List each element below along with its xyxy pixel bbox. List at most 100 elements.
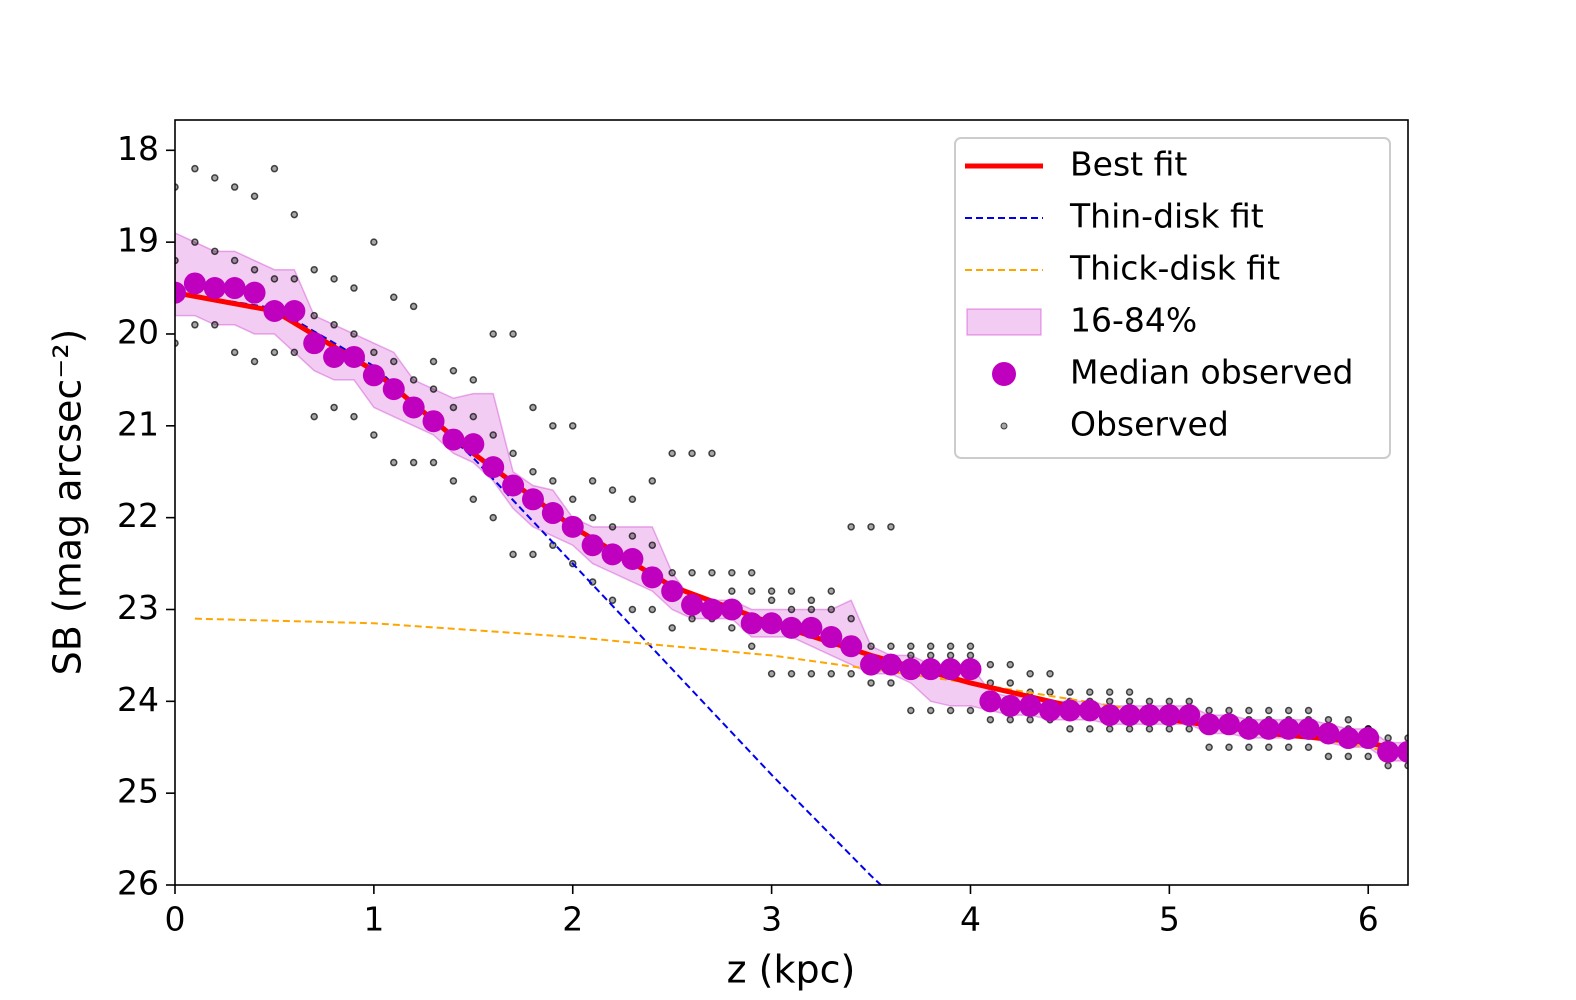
median-marker xyxy=(1178,704,1201,727)
observed-point xyxy=(230,256,239,265)
median-marker xyxy=(780,616,803,639)
median-marker xyxy=(342,345,365,368)
observed-point xyxy=(250,265,259,274)
observed-point xyxy=(728,624,736,632)
observed-point xyxy=(549,477,557,485)
observed-point xyxy=(1344,752,1353,761)
plot-area xyxy=(175,164,1408,885)
median-marker xyxy=(621,547,644,570)
observed-point xyxy=(1324,752,1333,761)
observed-point xyxy=(1205,743,1213,751)
observed-point xyxy=(370,348,378,357)
observed-point xyxy=(330,321,338,329)
observed-point xyxy=(986,660,995,669)
observed-point xyxy=(1125,688,1134,696)
observed-point xyxy=(767,670,776,678)
observed-point xyxy=(628,532,637,540)
observed-point xyxy=(310,311,318,320)
x-tick-label: 3 xyxy=(761,900,782,939)
observed-point xyxy=(708,569,716,577)
legend-label: Thin-disk fit xyxy=(1069,197,1264,236)
median-marker xyxy=(561,515,584,538)
median-marker xyxy=(1237,717,1260,740)
observed-point xyxy=(668,449,676,458)
observed-point xyxy=(290,210,299,219)
legend-label: Observed xyxy=(1070,405,1229,444)
observed-point xyxy=(827,587,836,595)
legend-label: Median observed xyxy=(1070,353,1354,392)
legend: Best fit Thin-disk fit Thick-disk fit 16-84… xyxy=(954,137,1391,459)
observed-point xyxy=(250,357,259,366)
observed-point xyxy=(1006,679,1015,687)
observed-point xyxy=(588,513,597,522)
y-tick-label: 18 xyxy=(117,129,159,168)
median-marker xyxy=(1078,699,1101,722)
band xyxy=(175,232,1408,762)
observed-point xyxy=(290,348,299,357)
observed-point xyxy=(648,605,657,614)
observed-point xyxy=(469,495,478,504)
observed-point xyxy=(648,541,657,549)
median-marker xyxy=(1317,722,1340,745)
median-marker xyxy=(482,456,505,479)
observed-point xyxy=(290,275,299,283)
observed-point xyxy=(1344,715,1353,724)
median-marker xyxy=(323,345,346,368)
observed-point xyxy=(509,330,517,338)
observed-point xyxy=(728,587,736,595)
observed-point xyxy=(350,284,358,292)
observed-point xyxy=(887,523,895,531)
y-tick-label: 19 xyxy=(117,221,159,260)
median-marker xyxy=(681,593,704,616)
median-marker xyxy=(362,364,385,387)
observed-point xyxy=(270,275,279,283)
median-marker xyxy=(1198,713,1221,736)
observed-point xyxy=(429,458,438,467)
observed-point xyxy=(827,670,836,678)
legend-swatch xyxy=(1000,422,1008,430)
observed-point xyxy=(211,321,219,329)
observed-point xyxy=(847,523,855,531)
observed-point xyxy=(867,679,875,687)
median-marker xyxy=(243,281,266,304)
observed-point xyxy=(409,376,418,384)
median-marker xyxy=(1118,704,1141,727)
legend-swatch xyxy=(966,308,1042,336)
observed-point xyxy=(767,596,776,605)
observed-point xyxy=(449,403,458,412)
legend-box xyxy=(954,137,1391,459)
median-marker xyxy=(700,598,723,621)
observed-point xyxy=(767,587,776,595)
median-marker xyxy=(879,653,902,676)
fit-line xyxy=(175,291,883,885)
legend-label: 16-84% xyxy=(1070,301,1197,340)
observed-point xyxy=(211,174,219,182)
median-marker xyxy=(1218,713,1241,736)
observed-point xyxy=(688,569,696,577)
legend-label: Thick-disk fit xyxy=(1069,249,1280,288)
observed-point xyxy=(568,495,577,504)
observed-point xyxy=(608,486,617,494)
observed-point xyxy=(509,449,517,458)
observed-point xyxy=(270,348,279,357)
observed-point xyxy=(926,642,935,650)
observed-point xyxy=(787,605,796,614)
median-marker xyxy=(979,690,1002,713)
median-marker xyxy=(1397,740,1408,763)
observed-point xyxy=(926,706,935,715)
observed-point xyxy=(390,458,398,467)
median-marker xyxy=(939,658,962,681)
observed-point xyxy=(708,449,716,458)
observed-point xyxy=(370,431,378,439)
plot-frame xyxy=(174,119,1409,886)
observed-point xyxy=(887,642,895,650)
observed-point xyxy=(529,550,537,559)
observed-point xyxy=(310,265,318,274)
median-marker xyxy=(800,616,823,639)
observed-point xyxy=(1284,743,1293,751)
observed-point xyxy=(847,614,855,623)
median-marker xyxy=(899,658,922,681)
observed-point xyxy=(230,183,239,191)
observed-point xyxy=(867,523,875,531)
